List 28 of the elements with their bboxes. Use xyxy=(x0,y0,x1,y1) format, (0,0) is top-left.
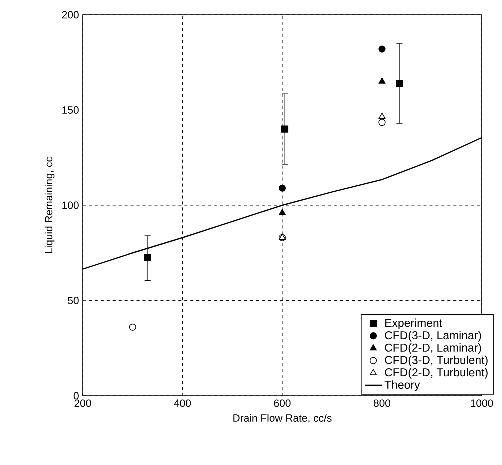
legend-label: Experiment xyxy=(386,318,442,330)
point xyxy=(378,119,386,126)
legend-label: CFD(2-D, Laminar) xyxy=(385,344,482,354)
point xyxy=(378,112,386,120)
point xyxy=(278,184,286,192)
legend-label: CFD(3-D, Laminar) xyxy=(385,331,482,342)
point xyxy=(396,80,404,88)
x-tick-label: 400 xyxy=(174,400,192,408)
y-tick-label: 200 xyxy=(62,11,79,19)
y-tick-label: 150 xyxy=(62,106,79,114)
x-tick-label: 800 xyxy=(374,400,391,408)
point xyxy=(129,324,136,331)
point xyxy=(279,209,286,216)
y-tick-label: 100 xyxy=(62,202,79,210)
legend-label: Theory xyxy=(384,380,420,392)
point xyxy=(144,254,152,262)
y-axis-title: Liquid Remaining, cc xyxy=(44,157,55,254)
x-axis-title: Drain Flow Rate, cc/s xyxy=(234,414,332,424)
x-tick-label: 600 xyxy=(274,400,291,408)
x-tick-label: 1000 xyxy=(471,400,494,408)
legend-label: CFD(2-D, Turbulent) xyxy=(385,368,488,379)
y-tick-label: 50 xyxy=(68,297,79,304)
legend-label: CFD(3-D, Turbulent) xyxy=(385,356,488,367)
x-tick-label: 200 xyxy=(74,400,92,408)
y-tick-label: 0 xyxy=(74,392,79,400)
point xyxy=(378,46,386,53)
point xyxy=(281,126,289,133)
point xyxy=(378,78,386,84)
